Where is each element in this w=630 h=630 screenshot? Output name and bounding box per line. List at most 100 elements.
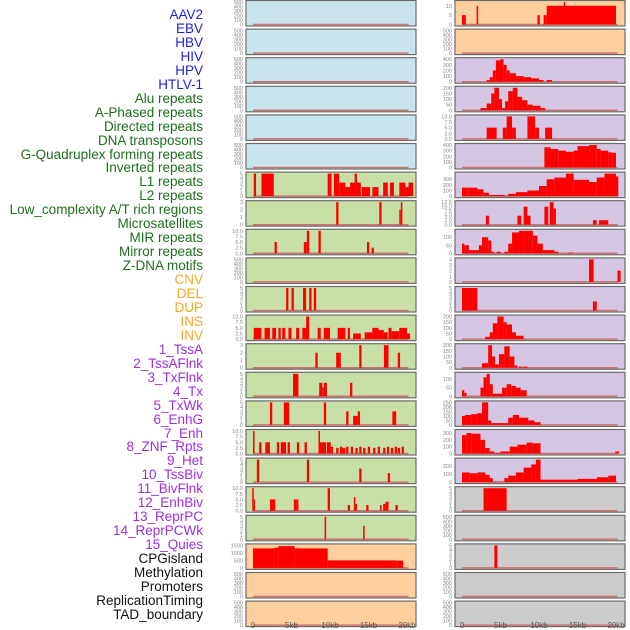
y-tick-label: 2 bbox=[240, 185, 243, 191]
y-tick-label: 3 bbox=[449, 263, 452, 269]
data-bar bbox=[383, 182, 388, 197]
panel-background bbox=[454, 543, 626, 571]
panel-background bbox=[245, 285, 417, 313]
track-label: 5_TxWk bbox=[153, 397, 203, 413]
y-tick-label: 1 bbox=[240, 358, 243, 364]
track-label: 12_EnhBiv bbox=[137, 495, 203, 511]
data-bar bbox=[526, 442, 533, 454]
data-bar bbox=[476, 5, 479, 25]
data-bar bbox=[468, 250, 479, 254]
data-bar bbox=[558, 150, 566, 168]
data-bar bbox=[327, 173, 332, 197]
data-bar bbox=[353, 333, 361, 340]
data-bar bbox=[515, 335, 524, 340]
y-tick-label: 0 bbox=[240, 595, 243, 601]
track-label: INV bbox=[180, 327, 203, 343]
y-tick-label: 500 bbox=[234, 86, 243, 92]
track-panel: 0.02.55.07.510.0 bbox=[232, 314, 417, 343]
y-tick-label: 0 bbox=[449, 108, 452, 114]
y-tick-label: 3 bbox=[240, 343, 243, 349]
y-tick-label: 3 bbox=[240, 381, 243, 387]
y-tick-label: 2 bbox=[240, 471, 243, 477]
y-tick-label: 1 bbox=[449, 561, 452, 567]
data-bar bbox=[489, 384, 493, 397]
y-tick-label: 10.0 bbox=[232, 229, 243, 235]
y-tick-label: 0 bbox=[240, 309, 243, 315]
data-bar bbox=[517, 444, 527, 454]
data-bar bbox=[253, 499, 255, 511]
data-bar bbox=[531, 464, 536, 483]
y-tick-label: 0.0 bbox=[235, 452, 243, 458]
track-label: 9_Het bbox=[166, 453, 203, 469]
panel-background bbox=[454, 57, 626, 84]
y-tick-label: 0 bbox=[449, 366, 452, 372]
y-tick-label: 0 bbox=[449, 595, 452, 601]
data-bar bbox=[596, 177, 605, 197]
data-bar bbox=[482, 402, 489, 425]
track-panel: 0 12 3 bbox=[240, 343, 417, 372]
data-bar bbox=[317, 327, 321, 340]
y-tick-label: 0 bbox=[240, 166, 243, 172]
data-bar bbox=[592, 220, 597, 225]
data-bar bbox=[462, 390, 465, 397]
data-bar bbox=[253, 327, 262, 340]
y-tick-label: 3 bbox=[449, 295, 452, 301]
data-bar bbox=[527, 104, 533, 111]
track-label: G-Quadruplex forming repeats bbox=[20, 146, 203, 162]
track-label: Microsatellites bbox=[117, 216, 203, 232]
data-bar bbox=[302, 327, 307, 340]
data-bar bbox=[471, 414, 478, 425]
data-bar bbox=[465, 415, 472, 425]
y-tick-label: 3 bbox=[240, 295, 243, 301]
data-bar bbox=[323, 382, 327, 397]
data-bar bbox=[340, 446, 343, 454]
data-bar bbox=[355, 503, 357, 511]
panel-background bbox=[245, 571, 417, 599]
y-tick-label: 3 bbox=[449, 552, 452, 558]
y-tick-label: 3 bbox=[240, 181, 243, 187]
y-tick-label: 200 bbox=[234, 614, 243, 620]
y-tick-label: 0 bbox=[240, 194, 243, 200]
data-bar bbox=[286, 288, 289, 311]
track-label: 8_ZNF_Rpts bbox=[126, 439, 203, 455]
data-bar bbox=[483, 192, 489, 197]
data-bar bbox=[523, 77, 532, 82]
data-bar bbox=[407, 333, 411, 340]
y-tick-label: 7.5 bbox=[235, 492, 243, 498]
y-tick-label: 200 bbox=[234, 14, 243, 20]
data-bar bbox=[391, 331, 400, 340]
y-tick-label: 2.5 bbox=[235, 503, 243, 509]
data-bar bbox=[492, 356, 496, 368]
y-tick-label: 100 bbox=[443, 97, 452, 103]
y-tick-label: 4 bbox=[240, 376, 243, 382]
panel-background bbox=[245, 371, 417, 399]
data-bar bbox=[604, 173, 616, 197]
data-bar bbox=[261, 173, 274, 197]
y-tick-label: 100 bbox=[234, 132, 243, 138]
track-label: CNV bbox=[174, 272, 203, 288]
x-tick-label: 0 bbox=[251, 621, 256, 630]
y-tick-label: 100 bbox=[443, 445, 452, 451]
data-bar bbox=[565, 173, 574, 197]
data-bar bbox=[494, 452, 501, 454]
track-label: 2_TssAFlnk bbox=[133, 355, 203, 371]
data-bar bbox=[477, 472, 486, 483]
data-bar bbox=[537, 243, 543, 254]
data-bar bbox=[504, 478, 509, 483]
data-bar bbox=[469, 473, 478, 483]
y-tick-label: 150 bbox=[443, 349, 452, 355]
data-bar bbox=[506, 324, 513, 340]
y-tick-label: 100 bbox=[443, 533, 452, 539]
data-bar bbox=[390, 182, 394, 197]
y-tick-label: 0 bbox=[240, 280, 243, 286]
data-bar bbox=[387, 473, 391, 483]
y-tick-label: 10.0 bbox=[232, 315, 243, 321]
data-bar bbox=[509, 446, 518, 454]
track-label: HBV bbox=[175, 34, 203, 50]
data-bar bbox=[489, 332, 493, 340]
